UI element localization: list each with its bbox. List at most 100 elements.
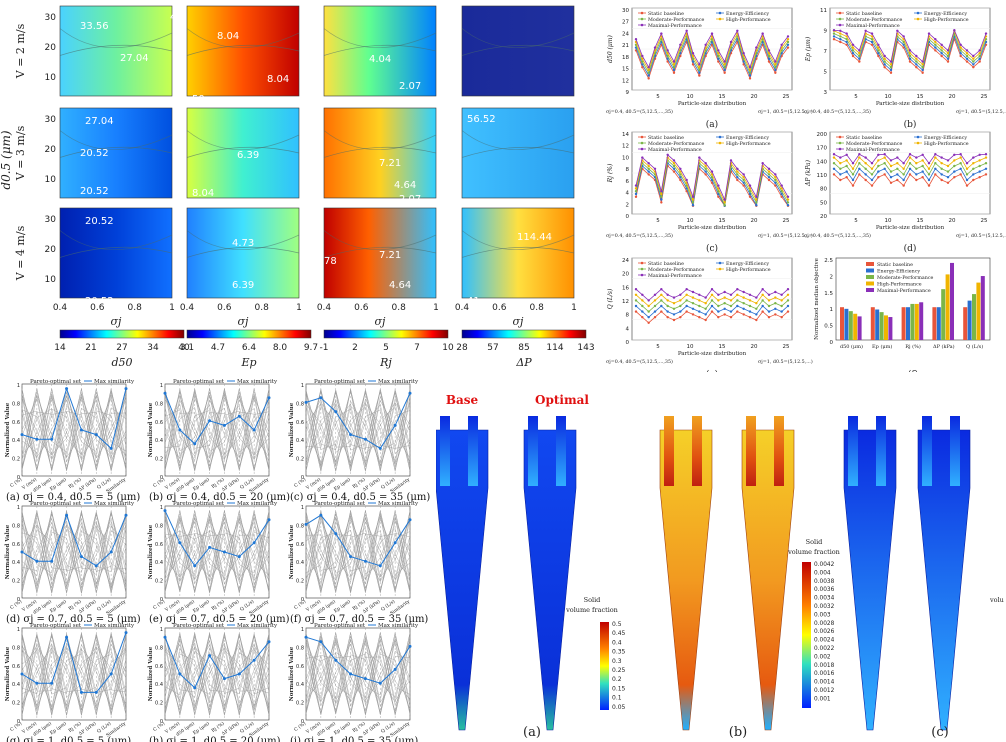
legend-label: High-Performance [924,141,969,147]
pareto-line [164,510,270,592]
series-point [634,310,638,313]
pareto-line [21,388,127,471]
legend-label: Energy-Efficiency [726,135,769,141]
series-point [748,304,752,308]
series-point [832,162,836,165]
y-tick-label: 0 [301,475,304,481]
series-point [698,74,701,77]
y-tick-label: 15 [622,67,629,73]
series-point [736,167,739,170]
legend-label: Maximal-Performance [648,23,702,29]
y-tick-label: 0.8 [12,645,20,651]
group-left-label: σj=0.4, d0.5=(5,12.5,...,35) [606,108,673,115]
series-point [870,173,874,176]
legend-marker [640,141,644,145]
y-tick-label: 0.4 [296,560,304,566]
pareto-line [21,634,127,712]
legend-label: Pareto-optimal set [30,379,82,385]
series-point [717,184,720,187]
colorbar [186,329,312,339]
y-tick-label: 8 [626,313,630,319]
max-similarity-point [178,541,182,545]
series-point [851,178,855,182]
x-tick-label: 15 [719,344,726,350]
x-tick-label: Ep (μm) [872,343,892,350]
contour-line [186,246,300,258]
series-point [915,57,918,60]
legend-marker [838,135,842,139]
series-point [691,204,695,207]
colorbar [600,622,609,710]
colorbar-tick: 0.004 [814,570,831,576]
series-point [978,54,981,58]
series-point [915,66,918,69]
max-similarity-line [164,393,270,445]
series-point [889,60,893,63]
max-similarity-point [94,564,98,568]
series-point [742,178,745,182]
series-point [774,176,777,179]
colorbar-tick: 0.35 [612,649,626,656]
contour-panel [59,5,173,97]
series-point [666,293,669,296]
series-point [672,63,676,66]
colorbar-tick: 2 [352,343,358,353]
series-point [774,68,777,72]
y-tick-label: 0.2 [155,701,163,707]
series-point [698,63,701,66]
pareto-line [164,633,270,715]
series-point [717,54,720,58]
contour-value-label: 20.52 [85,216,114,227]
series-point [672,296,676,299]
series-point [634,184,638,187]
pareto-line [21,633,127,716]
contour-value-label: 8.04 [217,31,239,42]
bar [967,300,972,340]
series-point [774,178,777,182]
colorbar-tick: 0.0034 [814,596,835,602]
row-label: V = 3 m/s [14,125,27,181]
series-point [685,293,688,296]
pareto-line [21,388,127,470]
series-point [653,167,657,170]
y-tick-label: 0 [626,340,630,346]
series-point [761,304,764,308]
series-point [704,307,707,310]
series-point [679,167,682,170]
series-point [921,68,924,72]
series-point [953,29,956,32]
max-similarity-point [363,677,367,681]
series-point [767,293,771,296]
y-tick-label: 0.5 [824,324,833,330]
pareto-line [164,510,270,592]
series-point [940,46,943,49]
series-point [927,184,931,187]
series-point [742,184,745,187]
cfd-panel-b: (b) [659,416,795,740]
legend-label: High-Performance [924,17,969,23]
pareto-line [305,389,411,467]
colorbar-tick: 9.7 [304,343,318,353]
legend-label: Max similarity [237,623,278,629]
bar [888,317,893,340]
pareto-line [164,388,270,471]
y-tick-label: 0.2 [296,579,304,585]
legend-label: Pareto-optimal set [30,501,82,507]
x-tick-label: 15 [719,218,726,224]
y-tick-label: 0 [17,475,20,481]
colorbar-tick: 0.25 [612,667,626,674]
colorbar [461,329,587,339]
series-point [691,307,695,310]
contour-value-label: 8.04 [192,188,214,199]
max-similarity-point [393,423,397,427]
colorbar-tick: 0.0014 [814,680,835,686]
series-point [927,162,931,165]
series-point [934,40,937,44]
series-point [946,49,950,52]
series-point [959,49,962,52]
max-similarity-point [109,672,113,676]
y-tick-label: 0.2 [155,457,163,463]
series-point [851,54,855,58]
y-tick-label: 0.8 [155,401,163,407]
